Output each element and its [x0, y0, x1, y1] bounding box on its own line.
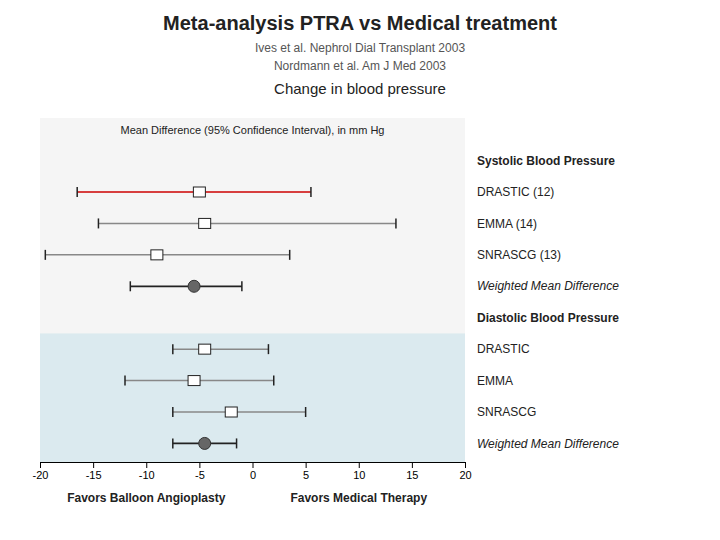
ci-cap [289, 250, 291, 260]
tick-label: 20 [459, 469, 471, 481]
tick-mark [93, 462, 94, 468]
ci-cap [395, 218, 397, 228]
plot-background [40, 118, 465, 462]
ci-cap [98, 218, 100, 228]
tick-label: 15 [406, 469, 418, 481]
tick-label: -15 [86, 469, 102, 481]
subtitle: Ives et al. Nephrol Dial Transplant 2003 [255, 41, 465, 55]
point-estimate [199, 218, 211, 228]
tick-mark [412, 462, 413, 468]
tick-label: -5 [195, 469, 205, 481]
row-label: EMMA (14) [477, 217, 537, 231]
row-label: DRASTIC (12) [477, 185, 554, 199]
tick-mark [359, 462, 360, 468]
tick-mark [146, 462, 147, 468]
marks [45, 187, 396, 449]
ci-cap [172, 438, 174, 448]
tick: -5 [195, 462, 205, 481]
tick: 5 [303, 462, 309, 481]
ci-line [173, 348, 269, 350]
tick-label: -10 [139, 469, 155, 481]
tick-label: 0 [250, 469, 256, 481]
ci-line [130, 285, 242, 287]
row-header: Diastolic Blood Pressure [477, 311, 619, 325]
subtitle: Change in blood pressure [274, 80, 446, 97]
tick-mark [253, 462, 254, 468]
tick: 10 [353, 462, 365, 481]
ci-cap [305, 407, 307, 417]
x-axis: -20 -15 -10 -5 0 5 10 15 20 [33, 462, 472, 481]
ci-cap [273, 376, 275, 386]
tick: 15 [406, 462, 418, 481]
ci-cap [172, 344, 174, 354]
subtitle: Nordmann et al. Am J Med 2003 [274, 59, 446, 73]
point-estimate [193, 187, 205, 197]
point-estimate [199, 437, 211, 449]
row-label: DRASTIC [477, 342, 530, 356]
row-header: Systolic Blood Pressure [477, 154, 615, 168]
point-estimate [188, 280, 200, 292]
point-estimate [151, 250, 163, 260]
chart: Meta-analysis PTRA vs Medical treatment I… [0, 0, 720, 540]
row-label: Weighted Mean Difference [477, 279, 619, 293]
row-label: EMMA [477, 374, 513, 388]
tick-mark [465, 462, 466, 468]
tick: -20 [33, 462, 49, 481]
tick-label: 10 [353, 469, 365, 481]
ci-line [98, 223, 396, 225]
tick-mark [40, 462, 41, 468]
title: Meta-analysis PTRA vs Medical treatment [163, 12, 557, 34]
section-shade [40, 333, 465, 462]
ci-cap [45, 250, 47, 260]
ci-line [173, 411, 306, 413]
tick: -10 [139, 462, 155, 481]
ci-cap [310, 187, 312, 197]
tick-label: -20 [33, 469, 49, 481]
axis-line [41, 463, 466, 469]
tick: 0 [250, 462, 256, 481]
tick-mark [199, 462, 200, 468]
point-estimate [225, 407, 237, 417]
point-estimate [199, 344, 211, 354]
point-estimate [188, 376, 200, 386]
ci-cap [76, 187, 78, 197]
tick: 20 [459, 462, 471, 481]
ci-cap [130, 281, 132, 291]
tick-label: 5 [303, 469, 309, 481]
annotation: Favors Medical Therapy [290, 491, 427, 505]
row-label: Weighted Mean Difference [477, 437, 619, 451]
ci-cap [268, 344, 270, 354]
row-label: SNRASCG (13) [477, 248, 561, 262]
tick-mark [306, 462, 307, 468]
ci-cap [172, 407, 174, 417]
tick: -15 [86, 462, 102, 481]
ci-cap [236, 438, 238, 448]
annotation: Favors Balloon Angioplasty [67, 491, 226, 505]
ci-cap [241, 281, 243, 291]
ci-cap [124, 376, 126, 386]
row-label: SNRASCG [477, 405, 536, 419]
x-axis-title: Mean Difference (95% Confidence Interval… [121, 124, 385, 136]
ci-line [45, 254, 289, 256]
